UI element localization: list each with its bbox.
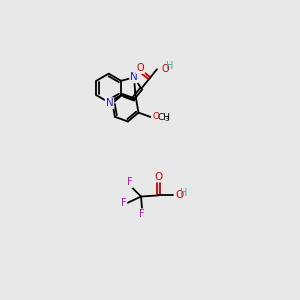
Text: CH: CH [158, 113, 170, 122]
Text: O: O [175, 190, 184, 200]
Text: N: N [130, 72, 138, 82]
Text: H: H [180, 188, 188, 198]
Text: O: O [154, 172, 163, 182]
Text: F: F [140, 209, 145, 219]
Text: F: F [127, 177, 132, 187]
Text: H: H [166, 61, 173, 71]
Text: F: F [121, 198, 127, 208]
Text: N: N [106, 98, 113, 108]
Text: O: O [161, 64, 169, 74]
Text: 3: 3 [164, 116, 169, 122]
Text: O: O [136, 63, 144, 73]
Text: O: O [152, 112, 159, 122]
